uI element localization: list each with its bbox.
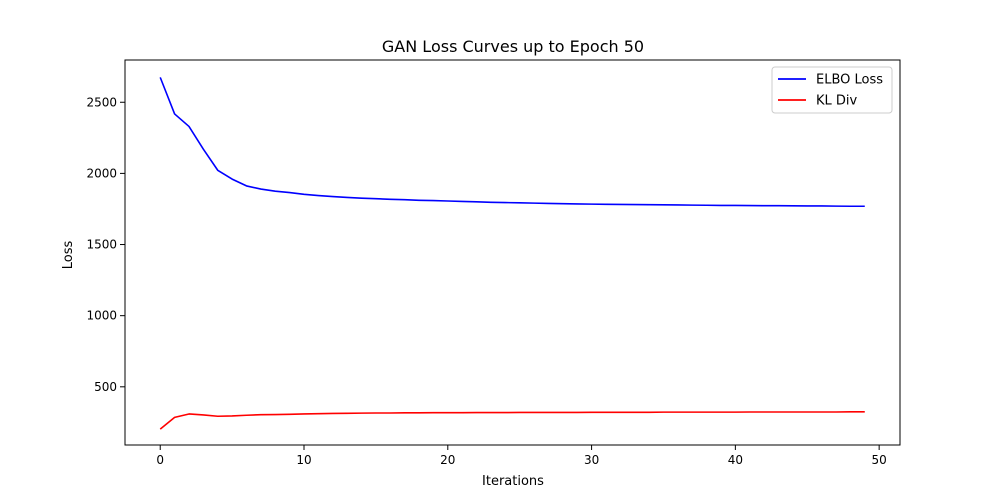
y-axis-label: Loss: [61, 241, 76, 270]
y-tick-label: 2500: [86, 95, 117, 109]
x-tick-label: 20: [440, 453, 455, 467]
chart-title: GAN Loss Curves up to Epoch 50: [382, 37, 644, 56]
legend-label-elbo-loss: ELBO Loss: [816, 73, 883, 88]
y-axis: 500 1000 1500 2000 2500: [86, 95, 125, 394]
plot-frame: [124, 59, 901, 446]
legend: ELBO Loss KL Div: [771, 66, 893, 114]
series-line-elbo-loss: [159, 77, 865, 208]
x-tick-label: 40: [728, 453, 743, 467]
x-tick-label: 30: [584, 453, 599, 467]
x-tick-label: 0: [156, 453, 164, 467]
y-tick-label: 2000: [86, 166, 117, 180]
legend-label-kl-div: KL Div: [816, 94, 858, 109]
y-tick-label: 1000: [86, 309, 117, 323]
y-tick-label: 1500: [86, 238, 117, 252]
plot-area: [124, 59, 901, 446]
x-axis: 0 10 20 30 40 50: [156, 445, 887, 467]
series-group: [159, 77, 865, 430]
x-tick-label: 10: [296, 453, 311, 467]
x-axis-label: Iterations: [482, 474, 544, 489]
series-line-kl-div: [159, 411, 865, 430]
x-tick-label: 50: [872, 453, 887, 467]
y-tick-label: 500: [94, 380, 117, 394]
